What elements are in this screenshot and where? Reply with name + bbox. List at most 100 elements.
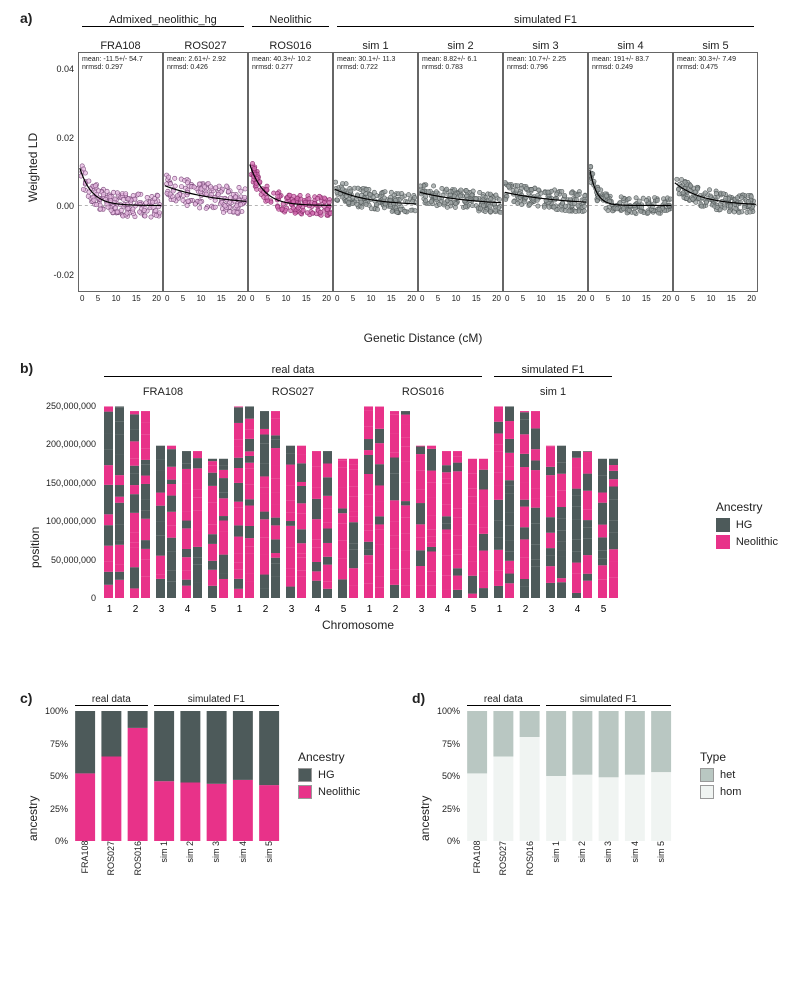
panel-a-xlabel: Genetic Distance (cM) [78, 331, 768, 345]
xtick-row: 05101520 [588, 292, 673, 303]
svg-text:4: 4 [445, 604, 451, 615]
cd-group-header: simulated F1 [543, 694, 674, 711]
panel-a-group-header: simulated F1 [333, 14, 758, 40]
stat-nrmsd: nrmsd: 0.783 [422, 64, 477, 72]
panel-b-label: b) [20, 360, 33, 376]
chromosome-panel: 12345 [488, 398, 618, 598]
xtick-row: 05101520 [163, 292, 248, 303]
ytick-label: 0.04 [56, 64, 74, 74]
facet-stats: mean: 2.61+/- 2.92nrmsd: 0.426 [167, 56, 226, 72]
ytick-label: 100% [437, 706, 460, 716]
panel-d-group-headers: real datasimulated F1 [464, 694, 790, 711]
stacked-bar-group [151, 711, 282, 841]
panel-a-sub-header: ROS027 [163, 40, 248, 52]
xtick-row: 05101520 [503, 292, 588, 303]
xtick-label: 15 [387, 294, 396, 303]
panel-b-sub-header: ROS027 [228, 386, 358, 398]
xtick-label: 0 [590, 294, 594, 303]
xtick-row: 05101520 [418, 292, 503, 303]
panel-a-label: a) [20, 10, 32, 26]
xtick-cell: ROS016 [125, 841, 151, 876]
xtick-label: 10 [452, 294, 461, 303]
xtick-cell: sim 3 [203, 841, 229, 876]
svg-text:3: 3 [549, 604, 555, 615]
xtick-label: 20 [492, 294, 501, 303]
xtick-label: 10 [707, 294, 716, 303]
panel-a-sub-header: sim 5 [673, 40, 758, 52]
stat-mean: mean: 10.7+/- 2.25 [507, 56, 566, 64]
panel-b-plots: 12345123451234512345 [98, 398, 768, 598]
xtick-cell: ROS027 [490, 841, 516, 876]
panel-b-legend: AncestryHGNeolithic [716, 500, 778, 552]
scatter-facet: mean: 40.3+/- 10.2nrmsd: 0.277 [248, 52, 333, 292]
xtick-cell: sim 1 [543, 841, 569, 876]
xtick-label: sim 2 [577, 841, 587, 876]
facet-stats: mean: 30.1+/- 11.3nrmsd: 0.722 [337, 56, 395, 72]
svg-text:3: 3 [419, 604, 425, 615]
facet-stats: mean: 40.3+/- 10.2nrmsd: 0.277 [252, 56, 311, 72]
svg-text:1: 1 [497, 604, 503, 615]
panel-b-sub-headers: FRA108ROS027ROS016sim 1 [98, 386, 768, 398]
xtick-label: 0 [420, 294, 424, 303]
xtick-label: 10 [622, 294, 631, 303]
legend-item: Neolithic [716, 535, 778, 549]
stat-mean: mean: 30.3+/- 7.49 [677, 56, 736, 64]
legend-swatch [716, 535, 730, 549]
ytick-label: 50% [442, 771, 460, 781]
ytick-label: 200,000,000 [46, 439, 96, 449]
stat-nrmsd: nrmsd: 0.297 [82, 64, 143, 72]
xtick-cell: FRA108 [464, 841, 490, 876]
xtick-label: 15 [642, 294, 651, 303]
stat-mean: mean: 2.61+/- 2.92 [167, 56, 226, 64]
panel-c-xticks: FRA108ROS027ROS016sim 1sim 2sim 3sim 4si… [72, 841, 408, 876]
xtick-label: 10 [537, 294, 546, 303]
ytick-label: 0% [447, 836, 460, 846]
xtick-label: sim 5 [264, 841, 274, 876]
facet-stats: mean: 8.82+/- 6.1nrmsd: 0.783 [422, 56, 477, 72]
xtick-label: 20 [577, 294, 586, 303]
xtick-cell: sim 3 [595, 841, 621, 876]
facet-stats: mean: 30.3+/- 7.49nrmsd: 0.475 [677, 56, 736, 72]
ytick-label: 250,000,000 [46, 401, 96, 411]
panel-b-group-header: simulated F1 [488, 364, 618, 386]
scatter-facet: mean: 10.7+/- 2.25nrmsd: 0.796 [503, 52, 588, 292]
xtick-label: 5 [266, 294, 270, 303]
stat-mean: mean: 8.82+/- 6.1 [422, 56, 477, 64]
xtick-label: ROS016 [133, 841, 143, 876]
legend-item: hom [700, 785, 741, 799]
xtick-label: sim 3 [211, 841, 221, 876]
xtick-label: sim 3 [603, 841, 613, 876]
panel-a-ylabel: Weighted LD [26, 133, 40, 202]
xtick-label: 5 [606, 294, 610, 303]
svg-text:3: 3 [289, 604, 295, 615]
svg-text:4: 4 [575, 604, 581, 615]
xtick-cell: sim 1 [151, 841, 177, 876]
svg-text:4: 4 [315, 604, 321, 615]
scatter-facet: mean: 8.82+/- 6.1nrmsd: 0.783 [418, 52, 503, 292]
scatter-facet: mean: 191+/- 83.7nrmsd: 0.249 [588, 52, 673, 292]
xtick-label: sim 5 [656, 841, 666, 876]
chromosome-panel: 12345 [358, 398, 488, 598]
scatter-facet: mean: 2.61+/- 2.92nrmsd: 0.426 [163, 52, 248, 292]
stacked-bar-group [464, 711, 543, 841]
xtick-row: 05101520 [673, 292, 758, 303]
xtick-label: 5 [96, 294, 100, 303]
panel-d-label: d) [412, 690, 425, 706]
xtick-label: 0 [505, 294, 509, 303]
xtick-cell: sim 5 [648, 841, 674, 876]
stacked-bar-group [72, 711, 151, 841]
xtick-label: 10 [367, 294, 376, 303]
legend-title: Ancestry [716, 500, 778, 514]
svg-text:1: 1 [237, 604, 243, 615]
stat-nrmsd: nrmsd: 0.249 [592, 64, 649, 72]
stat-nrmsd: nrmsd: 0.475 [677, 64, 736, 72]
legend-label: HG [318, 769, 335, 781]
facet-stats: mean: 10.7+/- 2.25nrmsd: 0.796 [507, 56, 566, 72]
legend-title: Type [700, 750, 741, 764]
legend-item: HG [298, 768, 360, 782]
xtick-cell: sim 2 [177, 841, 203, 876]
panel-c: c) real datasimulated F1 ancestry 0%25%5… [28, 690, 408, 970]
xtick-label: 15 [302, 294, 311, 303]
xtick-row: 05101520 [333, 292, 418, 303]
xtick-label: 20 [407, 294, 416, 303]
